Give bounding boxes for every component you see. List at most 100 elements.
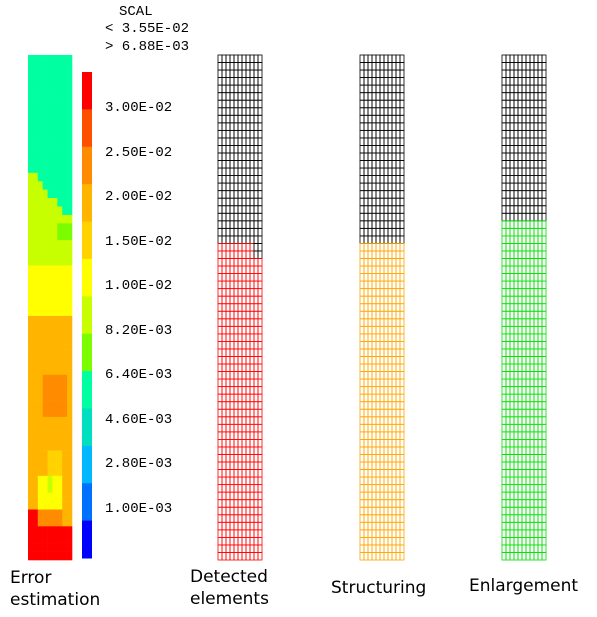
caption-structuring: Structuring xyxy=(331,578,427,598)
error-cell xyxy=(28,501,34,510)
mesh-element xyxy=(379,227,385,237)
mesh-element xyxy=(505,190,511,199)
error-cell xyxy=(47,105,53,115)
mesh-element xyxy=(399,333,405,342)
mesh-element xyxy=(379,356,385,365)
mesh-element xyxy=(525,69,531,79)
error-cell xyxy=(37,341,43,350)
mesh-element xyxy=(525,137,531,146)
mesh-element xyxy=(391,536,397,546)
mesh-element xyxy=(367,348,373,357)
error-cell xyxy=(42,290,48,300)
mesh-element xyxy=(391,107,397,116)
mesh-element xyxy=(367,92,373,101)
error-cell xyxy=(57,374,63,384)
mesh-element xyxy=(241,363,247,372)
mesh-element xyxy=(221,371,227,380)
mesh-element xyxy=(217,122,223,131)
mesh-element xyxy=(225,423,231,433)
mesh-element xyxy=(375,310,381,320)
error-cell xyxy=(28,156,34,165)
error-cell xyxy=(57,509,63,519)
error-cell xyxy=(62,467,68,477)
mesh-element xyxy=(233,348,239,357)
error-cell xyxy=(42,543,48,552)
mesh-element xyxy=(383,378,389,388)
mesh-element xyxy=(241,295,247,305)
mesh-element xyxy=(367,484,373,493)
mesh-element xyxy=(533,220,539,229)
mesh-element xyxy=(537,476,543,486)
mesh-element xyxy=(525,205,531,214)
mesh-element xyxy=(241,190,247,199)
mesh-element xyxy=(399,303,405,312)
mesh-element xyxy=(379,363,385,372)
mesh-element xyxy=(391,506,397,516)
mesh-element xyxy=(379,212,385,222)
mesh-element xyxy=(513,265,519,274)
mesh-element xyxy=(521,318,527,327)
mesh-element xyxy=(399,310,405,320)
mesh-element xyxy=(529,371,535,380)
mesh-element xyxy=(367,220,373,229)
mesh-element xyxy=(395,175,401,184)
legend-title: SCAL xyxy=(119,4,153,20)
mesh-element xyxy=(387,235,393,244)
mesh-element xyxy=(399,175,405,184)
mesh-element xyxy=(253,348,259,357)
mesh-element xyxy=(505,273,511,282)
mesh-element xyxy=(395,160,401,169)
mesh-element xyxy=(245,258,251,267)
error-cell xyxy=(47,257,53,266)
mesh-element xyxy=(241,393,247,403)
error-cell xyxy=(42,433,48,443)
mesh-element xyxy=(359,99,365,109)
mesh-element xyxy=(233,333,239,342)
mesh-element xyxy=(525,552,531,561)
mesh-element xyxy=(245,393,251,403)
error-cell xyxy=(67,130,73,140)
mesh-element xyxy=(225,303,231,312)
mesh-element xyxy=(221,167,227,176)
mesh-element xyxy=(229,348,235,357)
mesh-element xyxy=(383,363,389,372)
mesh-element xyxy=(375,536,381,546)
mesh-element xyxy=(525,212,531,222)
mesh-element xyxy=(257,167,263,176)
mesh-element xyxy=(249,92,255,101)
error-cell xyxy=(32,290,39,300)
mesh-element xyxy=(245,431,251,440)
mesh-element xyxy=(395,77,401,86)
mesh-element xyxy=(229,446,235,455)
colorbar-segment xyxy=(82,72,92,110)
mesh-element xyxy=(221,521,227,531)
mesh-element xyxy=(383,536,389,546)
error-cell xyxy=(42,450,48,460)
mesh-element xyxy=(521,175,527,184)
mesh-element xyxy=(233,182,239,192)
error-cell xyxy=(52,400,58,409)
mesh-element xyxy=(363,160,369,169)
mesh-element xyxy=(359,190,365,199)
mesh-element xyxy=(505,408,511,418)
mesh-element xyxy=(391,273,397,282)
mesh-element xyxy=(379,348,385,357)
mesh-element xyxy=(245,469,251,478)
mesh-element xyxy=(225,62,231,71)
mesh-element xyxy=(513,341,519,350)
mesh-element xyxy=(375,506,381,516)
error-cell xyxy=(42,307,48,317)
mesh-element xyxy=(379,160,385,169)
error-cell xyxy=(52,189,58,199)
mesh-element xyxy=(513,152,519,161)
mesh-element xyxy=(367,182,373,192)
mesh-element xyxy=(241,235,247,244)
mesh-element xyxy=(501,469,507,478)
mesh-element xyxy=(517,521,523,531)
mesh-element xyxy=(375,476,381,486)
mesh-element xyxy=(371,363,377,372)
mesh-element xyxy=(229,62,235,71)
mesh-element xyxy=(367,393,373,403)
error-cell xyxy=(28,97,34,106)
mesh-element xyxy=(521,371,527,380)
